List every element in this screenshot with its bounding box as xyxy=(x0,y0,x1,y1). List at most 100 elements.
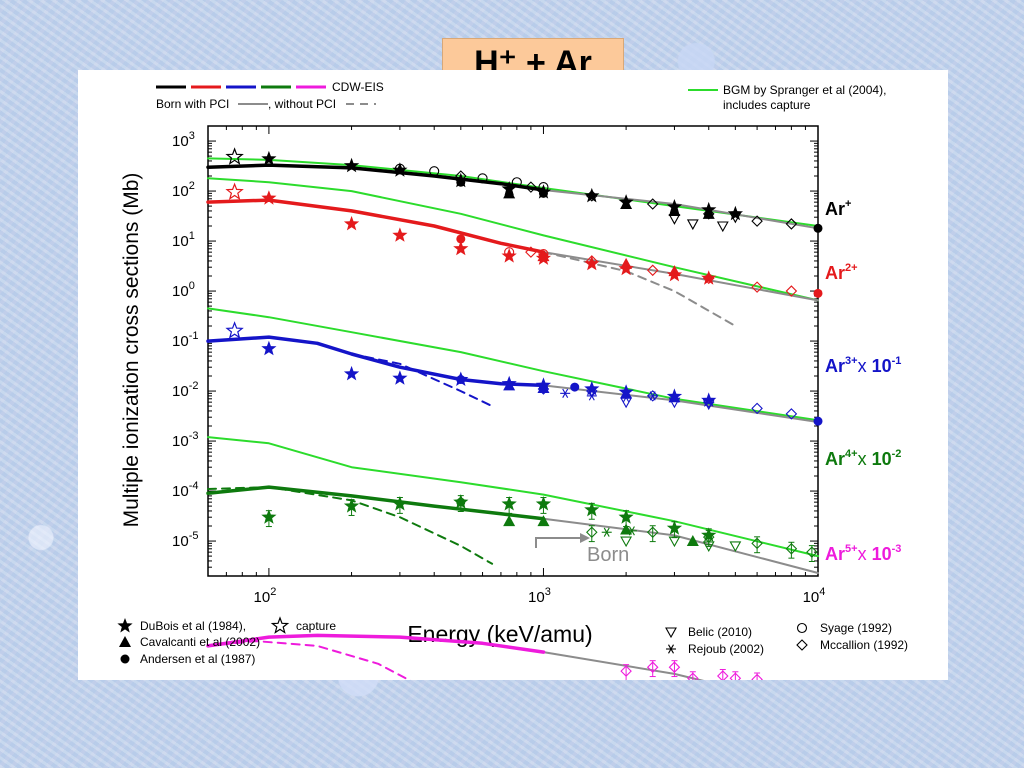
bgm-curve-ar3 xyxy=(207,307,819,422)
dubois_star-point xyxy=(453,494,469,509)
dubois_star-point xyxy=(666,388,683,403)
dubois_star-point xyxy=(701,201,717,217)
cdw-curve-ar5 xyxy=(206,633,546,654)
legend-bottom: DuBois et al (1984), capture Cavalcanti … xyxy=(117,616,908,666)
dubois_star-point xyxy=(535,250,552,265)
cavalcanti-point xyxy=(503,187,516,199)
legend-rejoub-marker xyxy=(668,644,674,654)
dubois_star-point xyxy=(392,370,408,385)
dubois_star-point xyxy=(666,199,683,214)
axis-tick-labels: 102 103 104 103 102 101 100 10-1 10-2 10-3 10-4 10-… xyxy=(172,130,825,606)
dubois_star-point xyxy=(727,205,743,221)
dubois_star-point xyxy=(261,509,277,524)
dubois_star-point xyxy=(584,255,600,271)
rejoub-point xyxy=(649,391,656,401)
andersen-point xyxy=(813,416,823,426)
mccallion-point xyxy=(646,390,659,402)
mccallion-point xyxy=(525,246,537,258)
cdw-curve-ar2 xyxy=(206,198,546,254)
dubois_star-point xyxy=(701,527,717,542)
mccallion-point xyxy=(785,543,798,555)
bgm-curve-ar1 xyxy=(207,157,819,227)
dubois_star-point xyxy=(535,377,552,392)
legend-bgm-label2: includes capture xyxy=(723,98,811,112)
series-label-ar2: Ar2+ xyxy=(825,262,858,283)
bgm-curve-ar4 xyxy=(207,436,819,558)
dubois_star-point xyxy=(453,371,469,386)
legend-mccallion-marker xyxy=(796,639,808,651)
series-labels: Ar+ Ar2+ Ar3+x 10-1 Ar4+x 10-2 Ar5+x 10-3 xyxy=(825,198,901,564)
y-tick-label: 10-1 xyxy=(172,330,198,350)
born-pci-curve-ar3 xyxy=(542,384,819,423)
legend-syage-label: Syage (1992) xyxy=(820,621,892,635)
dubois_star-point xyxy=(453,172,469,188)
figure-panel: CDW-EIS Born with PCI , without PCI BGM … xyxy=(78,70,948,719)
model-curves xyxy=(206,157,819,719)
andersen-point xyxy=(456,234,466,244)
dubois_star-point xyxy=(392,227,408,242)
dubois_star-point xyxy=(584,187,600,203)
syage-point xyxy=(429,166,440,177)
series-label-ar4: Ar4+x 10-2 xyxy=(825,448,901,469)
mccallion-point xyxy=(751,281,763,293)
dubois_star-point xyxy=(343,498,360,513)
legend-cdw-label: CDW-EIS xyxy=(332,80,384,94)
legend-top-right: BGM by Spranger et al (2004), includes c… xyxy=(688,83,886,112)
capture_star-point xyxy=(225,147,244,165)
dubois_star-point xyxy=(343,215,360,231)
dubois_star-point xyxy=(584,381,600,396)
dubois_star-point xyxy=(501,496,517,511)
cdw-curve-ar4 xyxy=(206,485,546,521)
dubois_star-point xyxy=(584,501,600,517)
mccallion-point xyxy=(785,285,798,297)
y-tick-label: 10-2 xyxy=(172,380,198,400)
y-tick-label: 102 xyxy=(172,180,195,200)
x-tick-label: 102 xyxy=(254,586,277,606)
capture_star-point xyxy=(225,321,244,339)
legend-dubois-label: DuBois et al (1984), xyxy=(140,619,246,633)
cdw-curve-ar1 xyxy=(206,163,546,192)
dubois_star-point xyxy=(261,190,277,205)
dubois_star-point xyxy=(535,184,552,199)
y-tick-label: 101 xyxy=(172,230,195,250)
cavalcanti-point xyxy=(620,523,633,535)
legend-born-pci-label: Born with PCI xyxy=(156,97,229,111)
legend-syage-marker xyxy=(796,622,808,634)
legend-dubois-marker xyxy=(117,618,133,633)
cavalcanti-point xyxy=(537,515,550,527)
belic-point xyxy=(729,541,742,553)
syage-point xyxy=(511,177,522,188)
dubois_star-point xyxy=(535,496,552,511)
dubois_star-point xyxy=(261,150,277,166)
legend-andersen-marker xyxy=(120,654,130,664)
mccallion-point xyxy=(525,181,537,193)
belic-point xyxy=(620,536,633,548)
series-label-ar5: Ar5+x 10-3 xyxy=(825,543,901,564)
y-tick-label: 10-3 xyxy=(172,430,198,450)
y-axis-label: Multiple ionization cross sections (Mb) xyxy=(120,173,143,528)
cdw-curve-ar3 xyxy=(206,335,546,388)
mccallion-point xyxy=(785,218,798,230)
legend-belic-label: Belic (2010) xyxy=(688,625,752,639)
dubois_star-point xyxy=(343,157,360,173)
belic-point xyxy=(668,536,681,548)
y-tick-label: 10-5 xyxy=(172,530,198,550)
series-label-ar3: Ar3+x 10-1 xyxy=(825,355,901,376)
born-nopci-curve-ar2 xyxy=(542,251,737,327)
born-annotation-label: Born xyxy=(587,544,629,566)
born-arrow xyxy=(535,537,580,548)
dubois_star-point xyxy=(618,509,634,524)
born-arrowhead xyxy=(580,533,590,543)
mccallion-point xyxy=(751,215,763,227)
cdw-nopci-curve-ar4 xyxy=(207,486,494,565)
belic-point xyxy=(620,397,633,409)
born-pci-curve-ar2 xyxy=(542,251,819,302)
dubois_star-point xyxy=(453,240,469,256)
experimental-points xyxy=(225,147,823,705)
x-tick-label: 104 xyxy=(803,586,826,606)
mccallion-point xyxy=(751,537,763,550)
dubois_star-point xyxy=(261,340,277,356)
legend-cavalcanti-label: Cavalcanti et al (2002) xyxy=(140,635,260,649)
mccallion-point xyxy=(751,402,763,415)
born-pci-curve-ar1 xyxy=(542,189,819,230)
